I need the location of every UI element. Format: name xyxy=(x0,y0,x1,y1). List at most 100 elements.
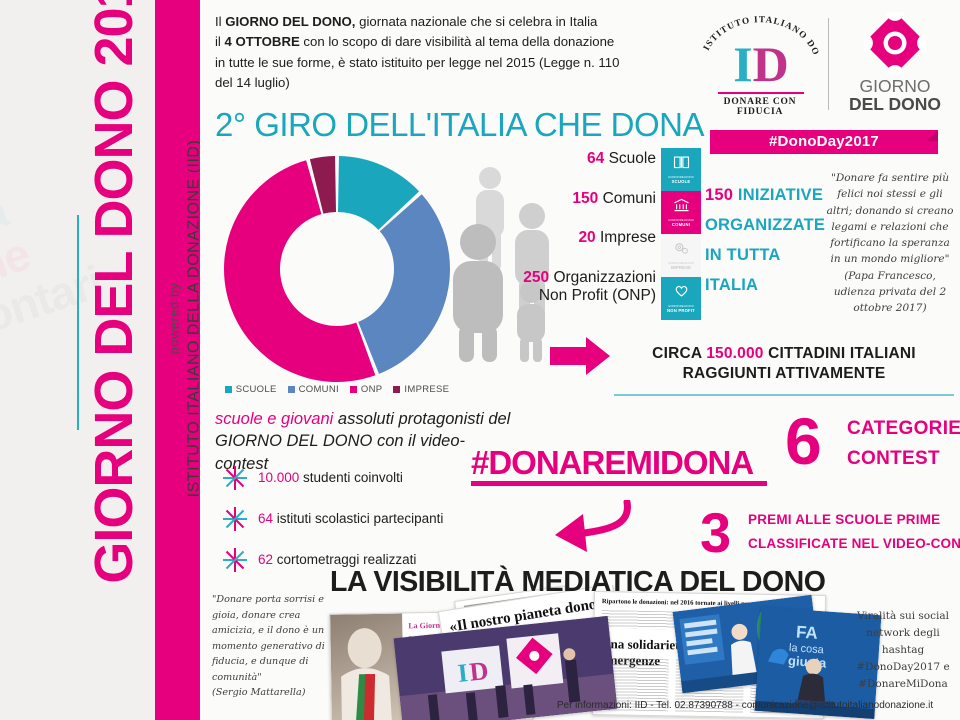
iid-monogram: ID xyxy=(718,38,804,90)
stats-list: 64 Scuole 150 Comuni 20 Imprese 250 Organiz… xyxy=(470,150,656,306)
bullet-number: 64 xyxy=(258,511,274,526)
tv-stage-photo: I D xyxy=(393,616,618,720)
intro-l2a: il xyxy=(215,34,225,50)
schools-headline-a: scuole e giovani xyxy=(215,410,334,428)
intro-l1a: Il xyxy=(215,14,226,29)
badge-imprese: GIORNODELDONO IMPRESE xyxy=(661,234,701,277)
press-clippings: La Giornata Repubblica fondata sul dono … xyxy=(200,585,960,720)
legend-item-scuole: SCUOLE xyxy=(224,384,277,395)
tv-blue-photo-2: FA la cosa giusta xyxy=(754,606,882,720)
legend-label: SCUOLE xyxy=(235,384,277,395)
viral-line5: #DonareMiDona xyxy=(858,678,948,690)
badge-scuole: GIORNODELDONO SCUOLE xyxy=(661,148,701,191)
initiatives-line2: ORGANIZZATE xyxy=(705,216,826,234)
vertical-divider-rule xyxy=(77,215,79,430)
stat-row-organizzazioni: 250 Organizzazioni Non Profit (ONP) xyxy=(470,269,656,306)
initiatives-word: INIZIATIVE xyxy=(733,186,824,204)
asterisk-icon xyxy=(222,547,248,573)
categories-line2: CONTEST xyxy=(847,448,940,469)
badge-kicker: GIORNODELDONO xyxy=(668,219,694,222)
stat-number: 64 xyxy=(587,150,605,167)
badge-kicker: GIORNODELDONO xyxy=(668,176,694,179)
stat-number: 150 xyxy=(572,189,599,207)
section-heading-giro: 2° GIRO DELL'ITALIA CHE DONA xyxy=(215,106,705,143)
badge-kicker: GIORNODELDONO xyxy=(668,305,694,308)
hashtag-underline xyxy=(471,481,767,486)
stat-row-imprese: 20 Imprese xyxy=(470,229,656,248)
badge-non-profit: GIORNODELDONO NON PROFIT xyxy=(661,277,701,320)
stat-number: 20 xyxy=(578,229,596,247)
bullet-item: 64 istituti scolastici partecipanti xyxy=(222,498,522,539)
viral-line3: hashtag xyxy=(881,644,925,656)
mattarella-quote: "Donare porta sorrisi e gioia, donare cr… xyxy=(212,592,330,701)
legend-item-comuni: COMUNI xyxy=(287,384,339,395)
badge-label: NON PROFIT xyxy=(667,308,695,313)
bullet-item: 10.000 studenti coinvolti xyxy=(222,457,522,498)
iid-arc-text: ISTITUTO ITALIANO DONAZIONE xyxy=(696,4,821,57)
iid-logo: ISTITUTO ITALIANO DONAZIONE ID DONARE CO… xyxy=(696,4,821,117)
intro-paragraph: Il GIORNO DEL DONO, giornata nazionale c… xyxy=(215,12,690,94)
chart-legend: SCUOLE COMUNI ONP IMPRESE xyxy=(218,384,456,395)
footer-contact: Per informazioni: IID - Tel. 02.87390788… xyxy=(556,700,934,711)
hashtag-text: #DONAREMIDONA xyxy=(471,444,754,481)
schools-headline-b: assoluti protagonisti del xyxy=(333,410,511,428)
teal-rule xyxy=(614,394,954,396)
people-silhouettes xyxy=(452,162,602,362)
intro-l1b: GIORNO DEL DONO, xyxy=(225,14,356,29)
gdd-line2: DEL DONO xyxy=(848,94,942,114)
viral-line2: network degli xyxy=(866,627,940,639)
iid-letter-i: I xyxy=(733,36,753,92)
intro-l1c: giornata nazionale che si celebra in Ita… xyxy=(355,14,598,29)
mattarella-quote-text: "Donare porta sorrisi e gioia, donare cr… xyxy=(212,594,325,683)
legend-label: IMPRESE xyxy=(404,384,450,395)
svg-text:D: D xyxy=(468,656,490,687)
stat-label: Scuole xyxy=(608,150,656,167)
asterisk-icon xyxy=(222,506,248,532)
stat-label2: Non Profit (ONP) xyxy=(538,287,656,305)
clipping-photo xyxy=(330,613,404,720)
badge-column: GIORNODELDONO SCUOLE GIORNODELDONO COMUNI GI… xyxy=(661,148,701,320)
donut-slice-scuole xyxy=(337,156,420,230)
stat-label: Organizzazioni xyxy=(553,268,656,286)
left-title-band: one di ualità nsia Dono carità iviche vo… xyxy=(0,0,200,720)
donut-slice-imprese xyxy=(309,156,337,214)
intro-l3: in tutte le sue forme, è stato istituito… xyxy=(215,54,620,70)
legend-label: ONP xyxy=(360,384,383,395)
viral-line1: Viralità sui social xyxy=(857,610,949,622)
reach-prefix: CIRCA xyxy=(652,345,707,362)
pope-quote: "Donare fa sentire più felici noi stessi… xyxy=(825,170,955,316)
legend-swatch xyxy=(224,386,232,393)
reach-suffix: CITTADINI ITALIANI xyxy=(763,345,916,362)
schools-headline: scuole e giovani assoluti protagonisti d… xyxy=(215,408,515,475)
donut-slice-comuni xyxy=(358,194,450,374)
donut-slice-onp xyxy=(224,160,376,382)
gdd-logo: GIORNO DEL DONO xyxy=(842,2,948,114)
initiatives-line3: IN TUTTA ITALIA xyxy=(705,246,780,294)
pope-quote-text: "Donare fa sentire più felici noi stessi… xyxy=(826,172,954,266)
badge-label: IMPRESE xyxy=(670,265,692,270)
mattarella-quote-attribution: (Sergio Mattarella) xyxy=(212,687,306,699)
categories-number: 6 xyxy=(785,404,822,478)
iid-tagline: DONARE CON FIDUCIA xyxy=(723,97,797,117)
pink-strip xyxy=(155,0,200,720)
stat-label: Comuni xyxy=(602,189,656,207)
pope-quote-attribution: (Papa Francesco, udienza privata del 2 o… xyxy=(833,269,947,315)
stat-number: 250 xyxy=(523,268,550,286)
stat-label: Imprese xyxy=(600,229,656,247)
intro-l2b: 4 OTTOBRE xyxy=(224,34,300,50)
curved-arrow-icon xyxy=(535,498,645,567)
page-title: GIORNO DEL DONO 2017 xyxy=(84,0,144,584)
logo-block: ISTITUTO ITALIANO DONAZIONE ID DONARE CO… xyxy=(696,2,948,158)
initiatives-number: 150 xyxy=(705,186,734,204)
iid-rule xyxy=(718,92,804,94)
arrow-right-icon xyxy=(550,337,610,380)
stat-row-comuni: 150 Comuni xyxy=(470,190,656,209)
stat-row-scuole: 64 Scuole xyxy=(470,150,656,169)
schools-bullet-list: 10.000 studenti coinvolti 64 istituti sco… xyxy=(222,457,522,580)
gdd-line1: GIORNO xyxy=(859,76,931,96)
clipping-repubblica: La Giornata Repubblica fondata sul dono … xyxy=(329,610,533,720)
legend-swatch xyxy=(393,386,401,393)
reach-number: 150.000 xyxy=(706,345,764,362)
reach-statement: CIRCA 150.000 CITTADINI ITALIANI RAGGIUN… xyxy=(614,344,954,384)
